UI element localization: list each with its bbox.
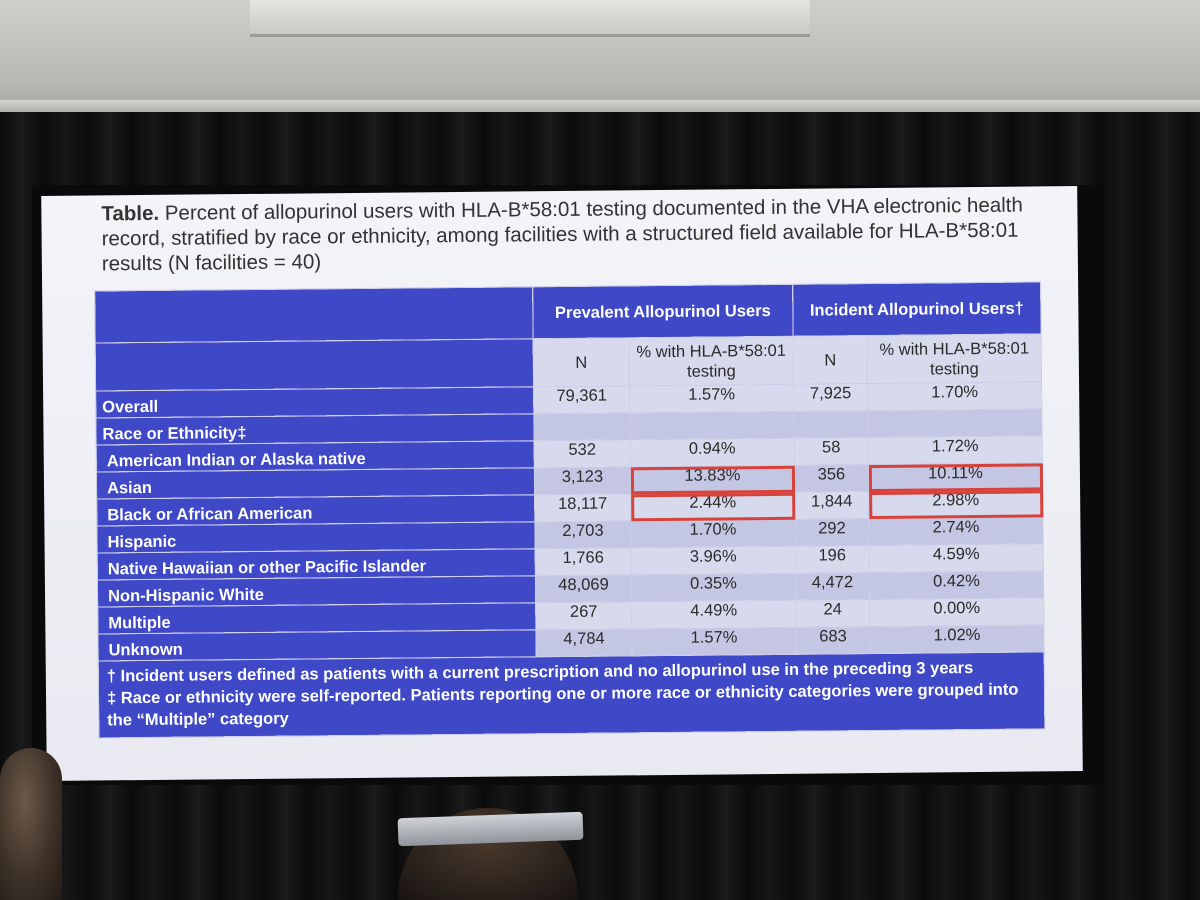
cell-n-incident: 292 (794, 518, 870, 547)
subheader-n-incident: N (793, 335, 868, 385)
cell-n-incident: 4,472 (795, 572, 870, 601)
cell-pct-prevalent: 3.96% (631, 546, 796, 575)
footnote-race-ethnicity: ‡ Race or ethnicity were self-reported. … (106, 680, 1019, 730)
cell-pct-incident: 0.00% (869, 597, 1044, 627)
highlighted-cell-pct-prevalent: 2.44% (630, 492, 795, 521)
caption-text: Percent of allopurinol users with HLA-B*… (101, 193, 1023, 276)
cell-n-incident: 196 (795, 545, 870, 574)
subheader-pct-prevalent: % with HLA-B*58:01 testing (629, 336, 794, 386)
results-table: Prevalent Allopurinol Users Incident All… (94, 281, 1045, 738)
row-label: Hispanic (96, 521, 536, 553)
cell-n-incident: 683 (795, 626, 871, 655)
cell-n-prevalent: 4,784 (535, 628, 633, 657)
cell-n-prevalent: 79,361 (533, 385, 630, 414)
table-caption: Table. Percent of allopurinol users with… (101, 192, 1032, 276)
row-label: Non-Hispanic White (97, 575, 536, 607)
cell-pct-incident: 4.59% (869, 543, 1044, 573)
row-label: Overall (95, 386, 534, 418)
cell-pct-incident: 0.42% (869, 570, 1044, 600)
caption-lead: Table. (101, 201, 160, 226)
row-label: Unknown (97, 629, 537, 661)
table-footnotes: † Incident users defined as patients wit… (98, 651, 1045, 738)
cell-n-prevalent: 2,703 (534, 520, 632, 549)
cell-pct-incident: 2.74% (868, 516, 1044, 546)
cell-pct-incident (867, 408, 1043, 438)
cell-pct-prevalent (629, 411, 795, 440)
cell-pct-incident: 1.02% (869, 624, 1045, 654)
highlighted-cell-pct-prevalent: 13.83% (630, 465, 795, 494)
cell-pct-incident: 1.70% (867, 381, 1042, 411)
subheader-blank (95, 338, 534, 391)
cell-n-prevalent: 532 (534, 439, 631, 468)
cell-n-prevalent: 267 (535, 601, 632, 630)
row-label: Race or Ethnicity‡ (95, 413, 535, 445)
cell-pct-incident: 1.72% (868, 435, 1043, 465)
row-label: Asian (96, 467, 535, 499)
cell-n-prevalent: 48,069 (535, 574, 632, 603)
highlighted-cell-pct-incident: 10.11% (868, 462, 1043, 492)
cell-pct-prevalent: 1.57% (631, 627, 797, 656)
cell-pct-prevalent: 0.94% (630, 438, 795, 467)
cell-n-incident: 24 (795, 599, 870, 628)
cell-n-prevalent: 3,123 (534, 466, 631, 495)
cell-n-prevalent (533, 412, 631, 441)
cell-n-incident: 7,925 (793, 383, 868, 412)
cell-pct-prevalent: 1.70% (630, 519, 796, 548)
row-label: Black or African American (96, 494, 535, 526)
cell-n-prevalent: 18,117 (534, 493, 631, 522)
ceiling-trim (0, 100, 1200, 114)
group-header-prevalent: Prevalent Allopurinol Users (532, 284, 794, 339)
row-label: American Indian or Alaska native (96, 440, 535, 472)
row-label: Multiple (97, 602, 536, 634)
row-label: Native Hawaiian or other Pacific Islande… (97, 548, 536, 580)
cell-pct-prevalent: 4.49% (631, 600, 796, 629)
projector-screen: Table. Percent of allopurinol users with… (41, 186, 1083, 781)
header-blank (94, 286, 534, 343)
cell-n-incident: 58 (794, 437, 869, 466)
subheader-n-prevalent: N (533, 337, 630, 387)
audience-head-left (0, 748, 62, 900)
cell-n-incident: 356 (794, 464, 869, 493)
ceiling-recess (250, 0, 810, 37)
cell-n-prevalent: 1,766 (535, 547, 632, 576)
subheader-pct-incident: % with HLA-B*58:01 testing (867, 333, 1042, 384)
highlighted-cell-pct-incident: 2.98% (868, 489, 1043, 519)
cell-n-incident (793, 410, 869, 439)
cell-pct-prevalent: 1.57% (629, 384, 794, 413)
cell-n-incident: 1,844 (794, 491, 869, 520)
group-header-incident: Incident Allopurinol Users† (792, 281, 1042, 337)
cell-pct-prevalent: 0.35% (631, 573, 796, 602)
